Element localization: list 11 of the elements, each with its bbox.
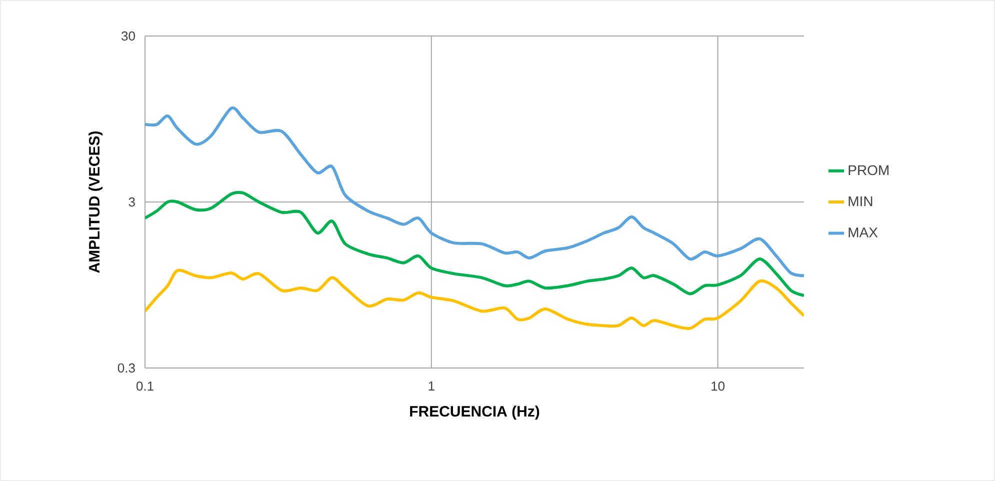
x-axis-title: FRECUENCIA (Hz) [410, 406, 540, 420]
y-tick-label: 3 [128, 197, 135, 207]
legend-label: MIN [848, 196, 872, 206]
x-tick-label: 1 [428, 382, 434, 390]
legend-label: MAX [848, 228, 878, 238]
legend-label: PROM [848, 165, 888, 176]
x-tick-label: 10 [712, 382, 725, 391]
x-tick-label: 0.1 [136, 382, 154, 391]
y-tick-label: 0.3 [118, 363, 135, 373]
y-tick-label: 30 [122, 31, 135, 41]
y-axis-title: AMPLITUD (VECES) [88, 132, 103, 273]
